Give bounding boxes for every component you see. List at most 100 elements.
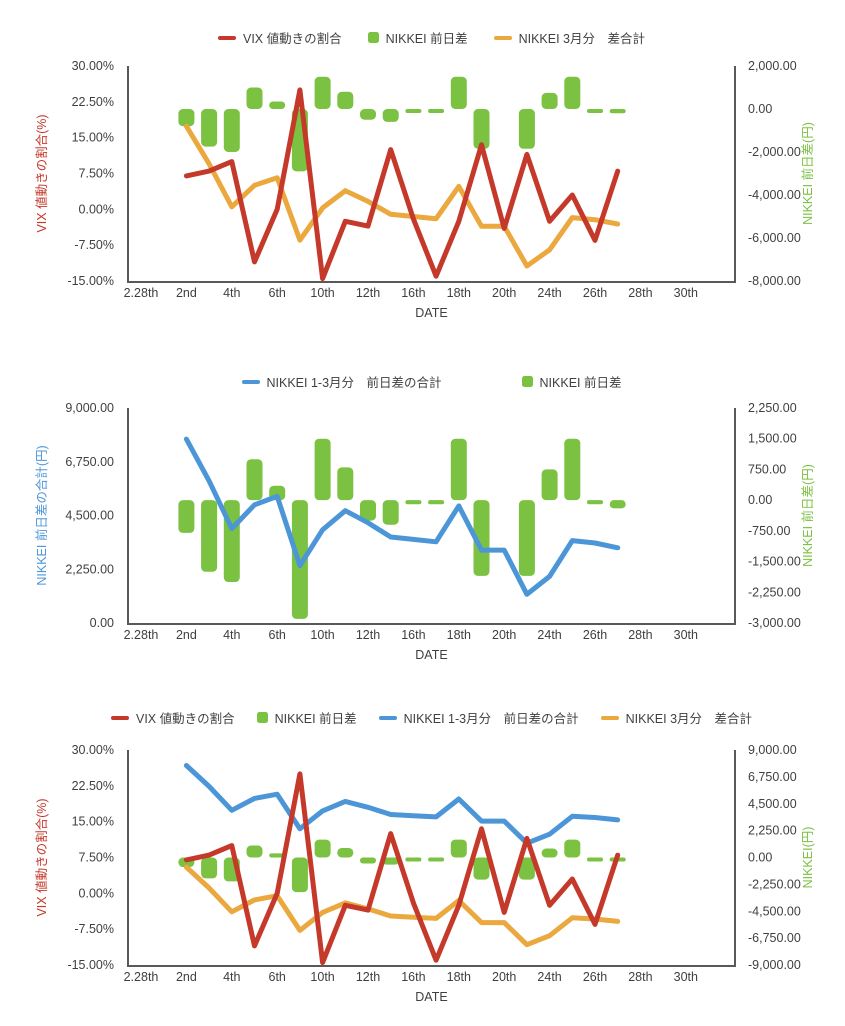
legend-label: VIX 値動きの割合 bbox=[242, 32, 342, 46]
legend-item-nikkei-diff[interactable]: NIKKEI 前日差 bbox=[367, 28, 468, 47]
left-axis-title: VIX 値動きの割合(%) bbox=[34, 114, 49, 232]
legend-label: NIKKEI 3月分 差合計 bbox=[518, 32, 645, 46]
blue-line-marker-icon bbox=[241, 379, 260, 384]
x-axis-tick-label: 20th bbox=[492, 286, 516, 300]
right-axis-tick-label: -4,000.00 bbox=[748, 188, 801, 202]
legend-item-march-cum[interactable]: NIKKEI 3月分 差合計 bbox=[493, 28, 645, 47]
green-square-marker-icon bbox=[256, 712, 268, 723]
nikkei-daily-diff-bars-bar bbox=[178, 500, 195, 533]
nikkei-daily-diff-bars-bar bbox=[382, 857, 399, 865]
left-axis-tick-label: 6,750.00 bbox=[65, 455, 114, 469]
x-axis-tick-label: 16th bbox=[401, 970, 425, 984]
x-axis-tick-label: 28th bbox=[628, 970, 652, 984]
right-axis-tick-label: 1,500.00 bbox=[748, 432, 797, 446]
blue-line-marker-icon bbox=[378, 715, 397, 720]
right-axis-tick-label: -6,000.00 bbox=[748, 231, 801, 245]
x-axis-tick-label: 2nd bbox=[176, 970, 197, 984]
x-axis-tick-label: 2nd bbox=[176, 286, 197, 300]
x-axis-tick-label: 4th bbox=[223, 970, 240, 984]
nikkei-daily-diff-bars-bar bbox=[223, 109, 240, 152]
left-axis-tick-label: 2,250.00 bbox=[65, 562, 114, 576]
legend-label: NIKKEI 3月分 差合計 bbox=[625, 712, 753, 726]
left-axis-title: VIX 値動きの割合(%) bbox=[34, 798, 49, 916]
x-axis-tick-label: 4th bbox=[223, 286, 240, 300]
nikkei-daily-diff-bars-bar bbox=[178, 109, 195, 127]
x-axis-tick-label: 2.28th bbox=[124, 286, 159, 300]
right-axis-tick-label: 2,250.00 bbox=[748, 401, 797, 415]
nikkei-daily-diff-bars-bar bbox=[428, 857, 445, 862]
x-axis-tick-label: 20th bbox=[492, 628, 516, 642]
left-axis-tick-label: 0.00% bbox=[79, 886, 114, 900]
chart-nikkei-cum-vs-daily: 9,000.00 6,750.00 4,500.00 2,250.00 0.00 2,25… bbox=[0, 342, 845, 684]
x-axis-tick-label: 10th bbox=[310, 628, 334, 642]
x-axis-tick-label: 30th bbox=[674, 970, 698, 984]
x-axis-tick-label: 30th bbox=[674, 628, 698, 642]
chart-2-legend: NIKKEI 1-3月分 前日差の合計 NIKKEI 前日差 bbox=[128, 372, 815, 391]
x-axis-tick-label: 12th bbox=[356, 970, 380, 984]
legend-label: VIX 値動きの割合 bbox=[135, 712, 235, 726]
right-axis-title: NIKKEI(円) bbox=[801, 827, 815, 889]
left-axis-tick-label: -15.00% bbox=[67, 958, 114, 972]
right-axis-tick-label: 0.00 bbox=[748, 493, 772, 507]
left-axis-tick-label: 15.00% bbox=[72, 815, 114, 829]
green-square-marker-icon bbox=[367, 32, 379, 43]
legend-item-nikkei-diff[interactable]: NIKKEI 前日差 bbox=[521, 372, 622, 391]
nikkei-daily-diff-bars-bar bbox=[360, 857, 376, 864]
nikkei-daily-diff-bars-bar bbox=[518, 500, 535, 576]
legend-item-vix[interactable]: VIX 値動きの割合 bbox=[110, 708, 235, 727]
x-axis-tick-label: 26th bbox=[583, 286, 607, 300]
x-axis-tick-label: 24th bbox=[537, 286, 561, 300]
x-axis-tick-label: 24th bbox=[537, 628, 561, 642]
nikkei-daily-diff-bars-bar bbox=[473, 500, 490, 576]
chart-3-legend: VIX 値動きの割合 NIKKEI 前日差 NIKKEI 1-3月分 前日差の合… bbox=[110, 708, 752, 727]
nikkei-daily-diff-bars-bar bbox=[269, 853, 286, 858]
right-axis-title: NIKKEI 前日差(円) bbox=[800, 464, 815, 567]
nikkei-daily-diff-bars-bar bbox=[473, 857, 490, 880]
legend-item-nikkei-diff[interactable]: NIKKEI 前日差 bbox=[256, 708, 357, 727]
x-axis-tick-label: 6th bbox=[269, 970, 286, 984]
orange-line-marker-icon bbox=[600, 715, 619, 720]
nikkei-daily-diff-bars-bar bbox=[246, 845, 263, 858]
x-axis-tick-label: 6th bbox=[269, 286, 286, 300]
legend-item-jan-mar-cum[interactable]: NIKKEI 1-3月分 前日差の合計 bbox=[378, 708, 579, 727]
x-axis-tick-label: 12th bbox=[356, 286, 380, 300]
nikkei-march-cum-line bbox=[183, 864, 621, 948]
left-axis-tick-label: -7.50% bbox=[74, 238, 114, 252]
x-axis-tick-label: 30th bbox=[674, 286, 698, 300]
right-axis-tick-label: 0.00 bbox=[748, 851, 772, 865]
nikkei-daily-diff-bars-bar bbox=[201, 500, 218, 572]
legend-item-jan-mar-cum[interactable]: NIKKEI 1-3月分 前日差の合計 bbox=[241, 372, 442, 391]
x-axis-tick-label: 12th bbox=[356, 628, 380, 642]
right-axis-tick-label: -2,250.00 bbox=[748, 585, 801, 599]
x-axis-tick-label: 20th bbox=[492, 970, 516, 984]
right-axis-tick-label: -2,000.00 bbox=[748, 145, 801, 159]
nikkei-daily-diff-bars-bar bbox=[473, 109, 490, 149]
chart-all-series-combined: 30.00% 22.50% 15.00% 7.50% 0.00% -7.50% -15.00… bbox=[0, 684, 845, 1026]
nikkei-daily-diff-bars-bar bbox=[541, 92, 558, 109]
left-axis-tick-label: -7.50% bbox=[74, 922, 114, 936]
right-axis-tick-label: -750.00 bbox=[748, 524, 790, 538]
nikkei-daily-diff-bars-bar bbox=[564, 839, 581, 858]
nikkei-daily-diff-bars-bar bbox=[360, 109, 376, 120]
nikkei-daily-diff-bars-bar bbox=[564, 438, 581, 501]
right-axis-title: NIKKEI 前日差(円) bbox=[800, 122, 815, 225]
nikkei-daily-diff-bars-bar bbox=[314, 438, 331, 501]
legend-label: NIKKEI 前日差 bbox=[385, 32, 468, 46]
legend-item-march-cum[interactable]: NIKKEI 3月分 差合計 bbox=[600, 708, 753, 727]
nikkei-daily-diff-bars-bar bbox=[314, 76, 331, 109]
left-axis-tick-label: 7.50% bbox=[79, 167, 114, 181]
left-axis-tick-label: 22.50% bbox=[72, 95, 114, 109]
x-axis-tick-label: 18th bbox=[447, 970, 471, 984]
nikkei-march-cum-line bbox=[183, 123, 621, 269]
nikkei-daily-diff-bars-bar bbox=[360, 500, 376, 521]
nikkei-daily-diff-bars-bar bbox=[201, 857, 218, 879]
legend-item-vix[interactable]: VIX 値動きの割合 bbox=[217, 28, 342, 47]
right-axis-tick-label: -3,000.00 bbox=[748, 616, 801, 630]
red-line-marker-icon bbox=[217, 35, 236, 40]
left-axis-tick-label: 30.00% bbox=[72, 743, 114, 757]
nikkei-daily-diff-bars-bar bbox=[587, 500, 603, 505]
red-line-marker-icon bbox=[110, 715, 129, 720]
nikkei-daily-diff-bars-bar bbox=[428, 109, 445, 113]
nikkei-daily-diff-bars-bar bbox=[518, 857, 535, 880]
